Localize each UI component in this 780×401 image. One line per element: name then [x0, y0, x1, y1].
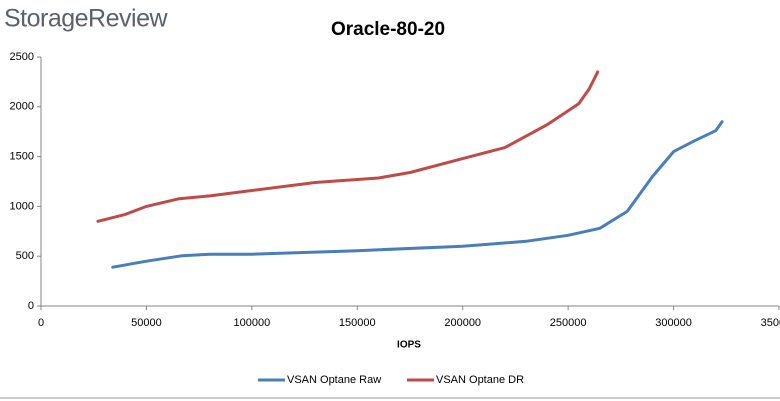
logo: StorageReview: [4, 5, 168, 33]
x-axis-label: IOPS: [397, 340, 421, 351]
chart-title: Oracle-80-20: [331, 19, 445, 40]
x-tick-label: 250000: [550, 317, 587, 329]
y-tick-label: 1000: [10, 200, 34, 212]
x-tick-label: 300000: [655, 317, 692, 329]
legend-label: VSAN Optane Raw: [287, 374, 381, 386]
x-tick-label: 100000: [233, 317, 270, 329]
x-tick-label: 350000: [761, 317, 780, 329]
x-tick-label: 0: [38, 317, 44, 329]
x-tick-label: 200000: [444, 317, 481, 329]
data-line: [96, 70, 600, 223]
y-tick-label: 1500: [10, 151, 34, 163]
x-tick-label: 50000: [131, 317, 162, 329]
y-tick-label: 2000: [10, 101, 34, 113]
y-tick-label: 500: [16, 250, 34, 262]
legend-label: VSAN Optane DR: [436, 374, 524, 386]
x-tick-label: 150000: [339, 317, 376, 329]
y-tick-label: 0: [28, 300, 34, 312]
data-line: [111, 120, 724, 269]
y-tick-label: 2500: [10, 51, 34, 63]
